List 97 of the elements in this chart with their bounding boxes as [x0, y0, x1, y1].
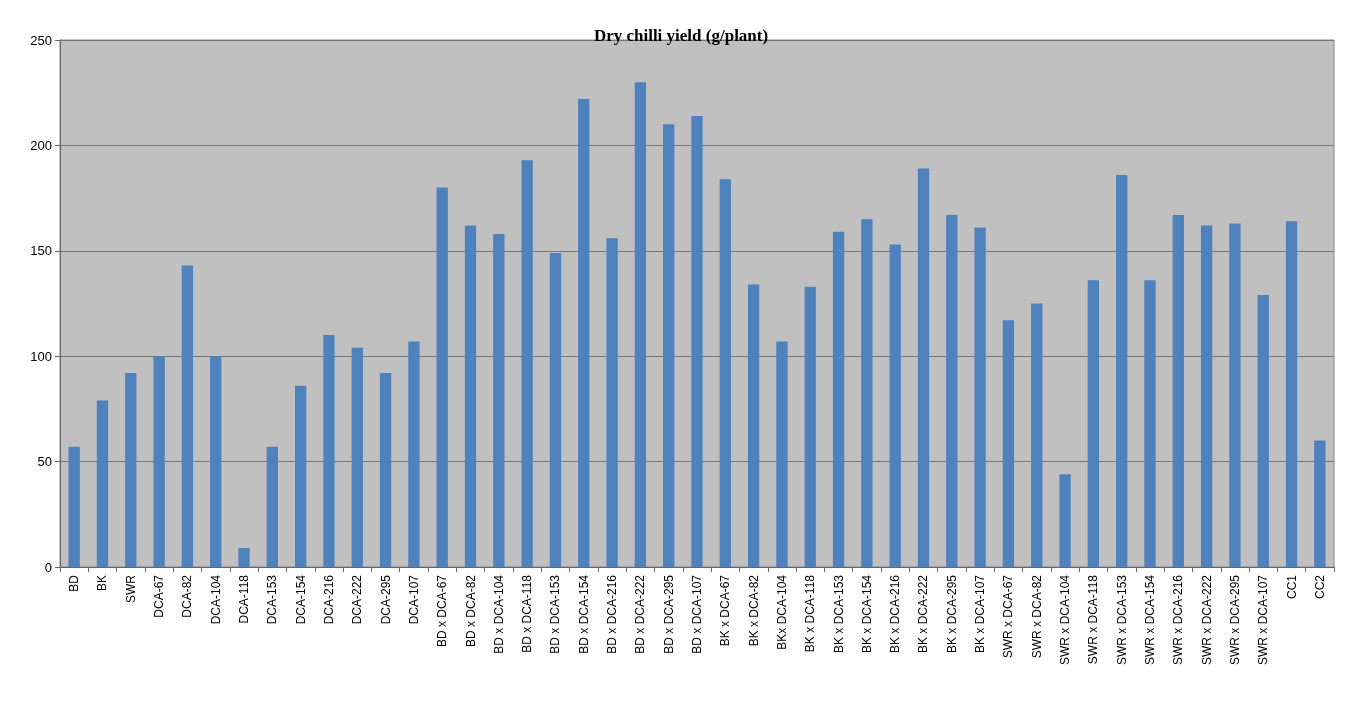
y-tick-label: 0	[44, 559, 52, 575]
bar	[861, 219, 873, 567]
x-tick-label: CC2	[1312, 574, 1327, 600]
x-tick-label: BK x DCA-107	[973, 574, 988, 654]
x-tick-label: DCA-153	[265, 574, 280, 625]
bar	[691, 115, 703, 567]
bar	[804, 286, 816, 567]
x-tick-label: DCA-222	[350, 574, 365, 625]
x-tick-label: SWR x DCA-118	[1086, 574, 1101, 665]
bar	[521, 160, 533, 567]
bar	[578, 99, 590, 567]
bar	[946, 214, 958, 567]
x-tick-label: BD x DCA-216	[605, 574, 620, 654]
x-tick-label: SWR x DCA-82	[1029, 574, 1044, 659]
bar	[889, 244, 901, 567]
x-tick-label: BD x DCA-107	[690, 574, 704, 654]
chart-title: Dry chilli yield (g/plant)	[593, 26, 769, 45]
bar	[1200, 225, 1213, 567]
x-tick-label: BKx DCA-104	[774, 574, 789, 650]
x-tick-label: BD	[67, 574, 82, 592]
bar	[719, 179, 731, 567]
x-tick-label: DCA-118	[237, 574, 252, 624]
x-tick-label: DCA-216	[321, 574, 336, 625]
bar	[1087, 280, 1100, 567]
x-tick-label: SWR	[123, 574, 138, 603]
bar	[1257, 295, 1269, 567]
x-tick-label: SWR x DCA-216	[1171, 574, 1186, 666]
bar	[379, 373, 392, 567]
x-tick-label: DCA-82	[180, 574, 195, 618]
x-tick-label: BK x DCA-118	[803, 574, 818, 653]
bar	[1144, 280, 1156, 567]
x-tick-label: BK x DCA-153	[831, 574, 846, 654]
y-tick-label: 200	[30, 137, 52, 153]
bar	[436, 187, 448, 567]
x-tick-label: BD x DCA-222	[633, 574, 648, 654]
bar	[351, 347, 363, 567]
x-tick-label: BK x DCA-154	[859, 574, 874, 654]
x-tick-label: BD x DCA-67	[435, 574, 450, 648]
bar	[1116, 174, 1128, 567]
x-tick-label: BD x DCA-154	[576, 574, 591, 654]
bar	[266, 446, 278, 567]
y-tick-label: 150	[30, 243, 52, 259]
x-tick-label: BK x DCA-216	[888, 574, 903, 654]
bar	[493, 233, 505, 567]
y-tick-label: 250	[30, 32, 52, 48]
bar	[1314, 440, 1326, 567]
bar	[747, 284, 760, 567]
bar	[210, 356, 222, 567]
bar	[1172, 214, 1184, 567]
x-tick-label: DCA-67	[152, 574, 167, 618]
bar	[238, 548, 250, 567]
bar	[1059, 474, 1071, 567]
x-tick-label: SWR x DCA-67	[1001, 574, 1016, 659]
bar	[1031, 303, 1043, 567]
x-tick-label: DCA-295	[378, 574, 393, 625]
bar	[323, 335, 335, 567]
y-tick-label: 100	[30, 348, 52, 364]
bar	[464, 225, 477, 567]
x-tick-label: BK x DCA-82	[746, 574, 761, 647]
bar	[634, 82, 647, 567]
bar	[181, 265, 194, 567]
x-tick-label: BD x DCA-104	[491, 574, 506, 654]
x-tick-label: SWR x DCA-104	[1058, 574, 1073, 666]
bar	[832, 231, 845, 567]
bar	[1002, 320, 1015, 567]
bar	[96, 400, 109, 567]
x-tick-label: BK x DCA-67	[718, 574, 733, 647]
x-tick-label: SWR x DCA-222	[1199, 574, 1214, 666]
bar	[917, 168, 930, 567]
bar	[974, 227, 986, 567]
x-tick-label: SWR x DCA-295	[1227, 574, 1242, 666]
x-tick-label: BD x DCA-295	[661, 574, 676, 654]
y-tick-label: 50	[37, 454, 52, 470]
x-tick-label: CC1	[1284, 574, 1299, 600]
bar	[776, 341, 788, 567]
x-tick-label: BK x DCA-295	[944, 574, 959, 654]
bar	[606, 238, 618, 567]
bar	[549, 252, 562, 567]
bar	[125, 373, 137, 567]
x-tick-label: DCA-104	[208, 574, 223, 625]
bar	[294, 385, 307, 567]
bar	[408, 341, 420, 567]
bar	[1285, 221, 1298, 567]
x-tick-label: DCA-154	[293, 574, 308, 625]
bar	[1229, 223, 1241, 567]
x-tick-label: BD x DCA-82	[463, 574, 478, 648]
x-tick-label: BK x DCA-222	[916, 574, 931, 654]
x-tick-label: BD x DCA-118	[520, 574, 535, 653]
bar	[663, 124, 675, 567]
bar	[68, 446, 80, 567]
x-tick-label: SWR x DCA-107	[1256, 574, 1271, 666]
x-tick-label: BK	[95, 575, 110, 592]
x-tick-label: BD x DCA-153	[548, 574, 563, 654]
x-tick-label: DCA-107	[406, 574, 421, 625]
x-tick-label: SWR x DCA-153	[1114, 574, 1129, 666]
x-tick-label: SWR x DCA-154	[1142, 574, 1157, 666]
bar	[153, 356, 165, 567]
